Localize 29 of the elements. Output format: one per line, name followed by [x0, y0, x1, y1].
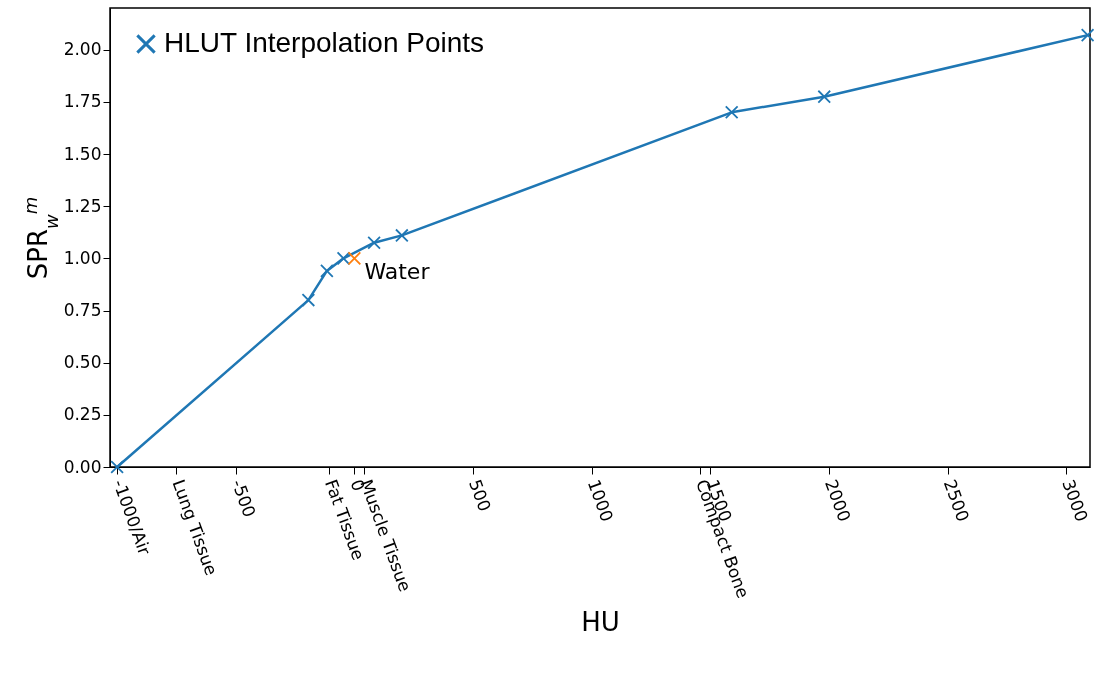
- point: [336, 251, 351, 266]
- y-tick-label: 1.50: [63, 143, 102, 164]
- x-axis-title: HU: [581, 607, 620, 638]
- legend-label: HLUT Interpolation Points: [164, 27, 485, 58]
- point: [367, 235, 381, 250]
- point: [724, 105, 739, 120]
- annotation: Water: [364, 259, 431, 285]
- y-tick-label: 0.75: [63, 300, 102, 321]
- x-tick-label: 500: [465, 476, 495, 515]
- point: [1080, 28, 1094, 42]
- x-tick-label: 2500: [939, 476, 974, 525]
- point: [301, 293, 316, 307]
- point: [110, 460, 124, 474]
- x-tick-label: -500: [227, 476, 260, 520]
- y-tick-label: 2.00: [63, 39, 102, 60]
- y-tick-label: 1.00: [63, 247, 102, 268]
- point: [347, 251, 362, 266]
- point: [817, 89, 832, 104]
- x-tick-label: 1000: [583, 476, 618, 525]
- x-tick-label: 3000: [1058, 476, 1092, 525]
- y-tick-label: 0.25: [63, 404, 102, 425]
- x-tick-label: 2000: [821, 476, 855, 525]
- y-tick-label: 0.00: [63, 456, 102, 477]
- y-tick-label: 0.50: [63, 352, 102, 373]
- point: [320, 264, 334, 278]
- x-tick-label: Lung Tissue: [168, 476, 222, 578]
- point: [395, 228, 409, 243]
- y-tick-label: 1.25: [63, 195, 102, 216]
- y-tick-label: 1.75: [63, 91, 102, 112]
